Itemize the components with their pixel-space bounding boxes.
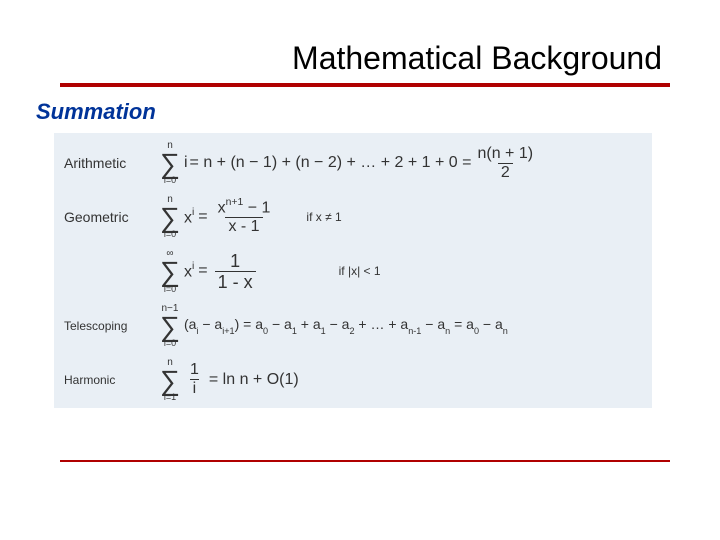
fraction: n(n + 1) 2 (474, 146, 536, 181)
slide: Mathematical Background Summation Arithm… (0, 0, 720, 540)
condition-geometric-inf: if |x| < 1 (339, 264, 381, 278)
sigma-icon: n ∑ i=1 (160, 358, 180, 402)
formula-geometric-inf: ∞ ∑ i=0 xi = 1 1 - x if |x| < 1 (160, 249, 642, 293)
fraction: 1 1 - x (215, 252, 256, 291)
fraction: 1 i (187, 362, 202, 397)
title-rule (60, 83, 670, 87)
row-geometric-inf: ∞ ∑ i=0 xi = 1 1 - x if |x| < 1 (64, 249, 642, 293)
footer-rule (60, 460, 670, 462)
label-geometric: Geometric (64, 209, 160, 225)
sigma-icon: n ∑ i=0 (160, 195, 180, 239)
formula-harmonic: n ∑ i=1 1 i = ln n + O(1) (160, 358, 642, 402)
slide-title: Mathematical Background (60, 40, 670, 77)
formula-telescoping: n−1 ∑ i=0 (ai − ai+1) = a0 − a1 + a1 − a… (160, 304, 642, 348)
fraction: xn+1 − 1 x - 1 (215, 199, 274, 235)
row-telescoping: Telescoping n−1 ∑ i=0 (ai − ai+1) = a0 −… (64, 304, 642, 348)
row-harmonic: Harmonic n ∑ i=1 1 i = ln n + O(1) (64, 358, 642, 402)
condition-geometric: if x ≠ 1 (306, 210, 341, 224)
label-arithmetic: Arithmetic (64, 155, 160, 171)
formula-geometric: n ∑ i=0 xi = xn+1 − 1 x - 1 if x ≠ 1 (160, 195, 642, 239)
formula-arithmetic: n ∑ i=0 i = n + (n − 1) + (n − 2) + … + … (160, 141, 642, 185)
sigma-icon: n−1 ∑ i=0 (160, 304, 180, 348)
label-harmonic: Harmonic (64, 373, 160, 387)
row-geometric: Geometric n ∑ i=0 xi = xn+1 − 1 x - 1 i (64, 195, 642, 239)
slide-subtitle: Summation (36, 99, 670, 125)
sigma-icon: ∞ ∑ i=0 (160, 249, 180, 293)
label-telescoping: Telescoping (64, 319, 160, 333)
sigma-icon: n ∑ i=0 (160, 141, 180, 185)
row-arithmetic: Arithmetic n ∑ i=0 i = n + (n − 1) + (n … (64, 141, 642, 185)
formula-panel: Arithmetic n ∑ i=0 i = n + (n − 1) + (n … (54, 133, 652, 408)
